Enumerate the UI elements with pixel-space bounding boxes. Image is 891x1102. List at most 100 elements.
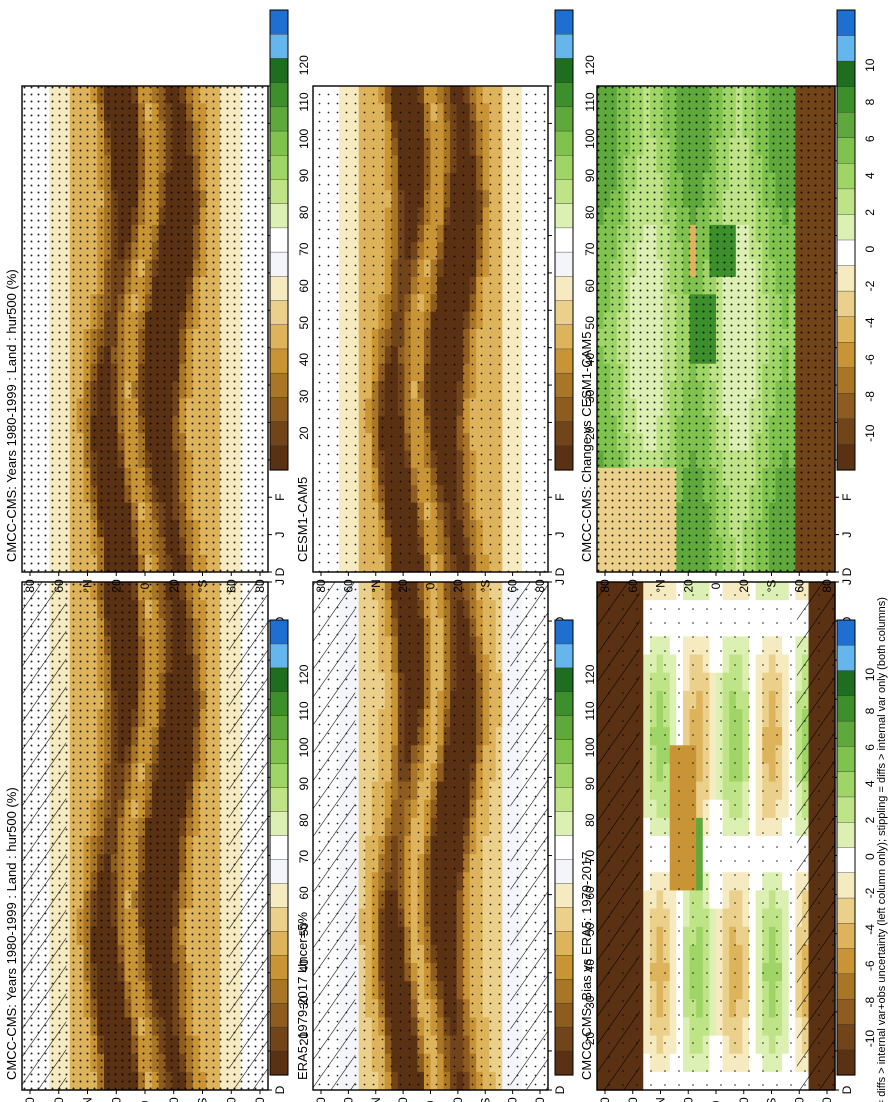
y-tick-label: 60 <box>52 1097 66 1102</box>
colorbar-label: 60 <box>583 279 597 293</box>
y-tick-label: 20 <box>167 579 181 593</box>
colorbar-swatch <box>554 811 574 837</box>
colorbar-swatch <box>269 82 289 108</box>
colorbar-swatch <box>269 715 289 741</box>
colorbar-label: 40 <box>583 959 597 973</box>
colorbar-swatch <box>554 691 574 717</box>
x-tick-label: J <box>553 579 567 585</box>
colorbar-swatch <box>269 811 289 837</box>
colorbar-label: 90 <box>583 777 597 791</box>
y-tick-label: 20 <box>451 579 465 593</box>
colorbar-label: 70 <box>297 242 311 256</box>
y-tick-label: 80 <box>253 579 267 593</box>
colorbar-label: 40 <box>583 353 597 367</box>
colorbar-swatch <box>554 300 574 326</box>
colorbar-label: 30 <box>583 995 597 1009</box>
colorbar-swatch <box>269 931 289 956</box>
y-tick-label: °S <box>478 580 492 593</box>
colorbar-swatch <box>554 1026 574 1052</box>
colorbar-swatch <box>269 1002 289 1028</box>
panel-title: CMCC-CMS: Years 1980-1999 : Land : hur50… <box>4 269 19 562</box>
colorbar-swatch <box>269 227 289 253</box>
colorbar-label: 90 <box>583 169 597 183</box>
colorbar-label: 60 <box>297 886 311 900</box>
colorbar-swatch <box>554 931 574 956</box>
y-tick-label: 0 <box>138 1100 152 1102</box>
colorbar-swatch <box>269 979 289 1004</box>
colorbar-label: 60 <box>297 279 311 293</box>
y-tick-label: 20 <box>396 579 410 593</box>
colorbar-label: 90 <box>297 169 311 183</box>
y-tick-label: 60 <box>341 579 355 593</box>
y-tick-label: 80 <box>253 1097 267 1102</box>
y-tick-label: 80 <box>23 579 37 593</box>
colorbar-swatch <box>269 619 289 645</box>
panel-title: ERA5: 1979-2017 Uncer=5% <box>295 912 310 1080</box>
colorbar-label: 30 <box>297 995 311 1009</box>
colorbar-swatch <box>269 691 289 717</box>
hatching-overlay-south <box>228 582 268 1090</box>
colorbar-label: 110 <box>297 701 311 720</box>
y-tick-label: °N <box>81 1097 95 1102</box>
colorbar-label: 80 <box>297 813 311 827</box>
y-tick-label: °S <box>478 1098 492 1102</box>
y-tick-label: 60 <box>52 579 66 593</box>
colorbar-label: 100 <box>297 128 311 148</box>
colorbar-swatch <box>554 883 574 908</box>
y-tick-label: 60 <box>506 579 520 593</box>
colorbar-swatch <box>554 763 574 789</box>
colorbar-swatch <box>554 421 574 447</box>
colorbar-swatch <box>269 1026 289 1052</box>
y-tick-label: 60 <box>224 579 238 593</box>
y-tick-label: 80 <box>314 579 328 593</box>
colorbar-label: 30 <box>297 389 311 403</box>
colorbar-swatch <box>269 34 289 60</box>
colorbar-swatch <box>269 203 289 229</box>
colorbar-label: 120 <box>297 664 311 684</box>
colorbar-swatch <box>554 1002 574 1028</box>
colorbar-swatch <box>554 907 574 932</box>
x-tick-label: D <box>553 567 567 576</box>
colorbar-swatch <box>554 445 574 471</box>
colorbar-swatch <box>269 787 289 813</box>
colorbar-swatch <box>269 130 289 156</box>
y-tick-label: °N <box>81 579 95 592</box>
chart-panel-model_clim_2: CMCC-CMS: Years 1980-1999 : Land : hur50… <box>4 9 311 593</box>
colorbar-label: 120 <box>583 55 597 75</box>
colorbar-swatch <box>554 835 574 861</box>
y-tick-label: 20 <box>167 1097 181 1102</box>
colorbar-label: 110 <box>583 701 597 720</box>
colorbar-label: 100 <box>583 737 597 757</box>
colorbar-swatch <box>269 106 289 132</box>
colorbar-swatch <box>269 324 289 350</box>
colorbar-swatch <box>269 251 289 277</box>
colorbar-swatch <box>269 955 289 980</box>
colorbar-label: 80 <box>583 813 597 827</box>
colorbar-label: 110 <box>583 92 597 111</box>
colorbar-swatch <box>269 372 289 398</box>
colorbar-swatch <box>269 859 289 885</box>
colorbar-swatch <box>269 667 289 693</box>
colorbar-swatch <box>554 979 574 1004</box>
colorbar-swatch <box>554 619 574 645</box>
y-tick-label: 60 <box>341 1097 355 1102</box>
colorbar-swatch <box>554 82 574 108</box>
colorbar-swatch <box>269 300 289 326</box>
colorbar-swatch <box>554 1050 574 1076</box>
colorbar-swatch <box>554 859 574 885</box>
hatching-overlay-north <box>313 582 356 1090</box>
colorbar-swatch <box>269 835 289 861</box>
y-tick-label: 60 <box>506 1097 520 1102</box>
colorbar-swatch <box>554 324 574 350</box>
colorbar-label: 20 <box>583 426 597 440</box>
colorbar-swatch <box>269 883 289 908</box>
colorbar-swatch <box>554 58 574 84</box>
colorbar-label: 60 <box>583 886 597 900</box>
colorbar-swatch <box>554 397 574 423</box>
colorbar-swatch <box>269 763 289 789</box>
colorbar-label: 50 <box>583 922 597 936</box>
x-tick-label: J <box>273 579 287 585</box>
